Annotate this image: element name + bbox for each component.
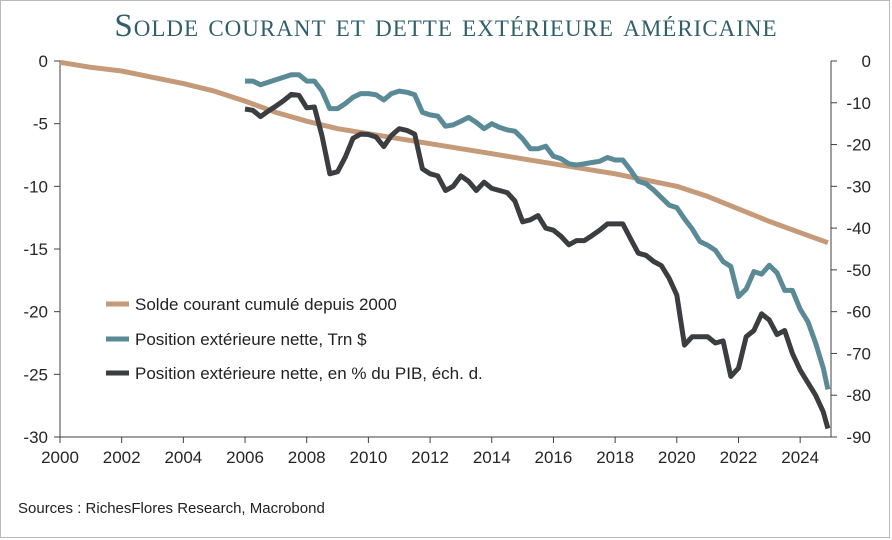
x-tick-label: 2020 [658, 448, 696, 467]
chart-source: Sources : RichesFlores Research, Macrobo… [18, 500, 325, 517]
y-right-tick-label: -60 [846, 303, 871, 322]
y-right-tick-label: -30 [846, 177, 871, 196]
y-right-tick-label: -80 [846, 386, 871, 405]
series-layer [59, 59, 831, 430]
x-tick-label: 2006 [226, 448, 264, 467]
x-tick-label: 2000 [41, 448, 79, 467]
y-right-tick-label: -50 [846, 261, 871, 280]
legend: Solde courant cumulé depuis 2000 Position… [106, 295, 483, 383]
x-tick-label: 2002 [103, 448, 141, 467]
x-tick-label: 2004 [164, 448, 202, 467]
chart-title: Solde courant et dette extérieure améric… [114, 8, 778, 44]
x-tick-label: 2008 [288, 448, 326, 467]
y-left-tick-label: -15 [23, 240, 48, 259]
legend-label-2: Position extérieure nette, Trn $ [135, 330, 367, 349]
series-line-1 [59, 59, 829, 246]
y-left-tick-label: -5 [33, 115, 48, 134]
y-right-tick-label: -10 [846, 94, 871, 113]
y-right-tick-label: -40 [846, 219, 871, 238]
y-right-tick-label: -90 [846, 428, 871, 447]
y-left-tick-label: -20 [23, 303, 48, 322]
y-left-tick-label: -30 [23, 428, 48, 447]
x-tick-label: 2010 [349, 448, 387, 467]
x-tick-label: 2012 [411, 448, 449, 467]
x-tick-label: 2018 [596, 448, 634, 467]
y-left-tick-label: 0 [39, 52, 48, 71]
y-right-tick-label: -70 [846, 344, 871, 363]
x-tick-label: 2016 [535, 448, 573, 467]
legend-label-3: Position extérieure nette, en % du PIB, … [135, 364, 483, 383]
y-right-tick-label: -20 [846, 136, 871, 155]
series-line-2 [245, 72, 831, 390]
y-right-tick-label: 0 [862, 52, 871, 71]
axes: 0 -5 -10 -15 -20 -25 -30 0 -10 -20 -30 -40 -50 -60 -70… [23, 52, 871, 467]
x-tick-label: 2014 [473, 448, 511, 467]
y-left-tick-label: -25 [23, 365, 48, 384]
series-line-3 [244, 91, 831, 430]
x-tick-label: 2022 [720, 448, 758, 467]
x-tick-label: 2024 [781, 448, 819, 467]
legend-label-1: Solde courant cumulé depuis 2000 [135, 295, 397, 314]
y-left-tick-label: -10 [23, 177, 48, 196]
